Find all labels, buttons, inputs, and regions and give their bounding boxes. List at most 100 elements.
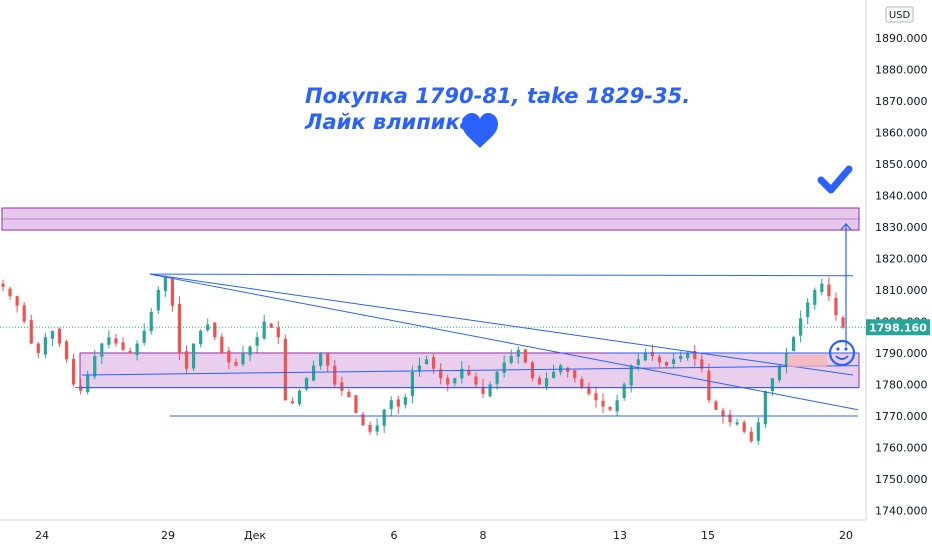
annotation-line-1: Покупка 1790-81, take 1829-35. [305, 84, 690, 108]
candle-body [227, 350, 231, 363]
candle-body [304, 378, 309, 390]
candle-body [149, 312, 153, 332]
y-tick-label: 1840.000 [875, 189, 928, 202]
highlight-box [787, 354, 827, 368]
candle-body [8, 288, 12, 297]
candle-body [735, 422, 739, 425]
candle-body [396, 399, 400, 407]
target-arrow-head [840, 222, 852, 231]
candle-body [573, 370, 577, 379]
candle-body [671, 359, 676, 365]
candle-body [121, 342, 125, 350]
candle-body [368, 424, 372, 432]
candle-body [290, 401, 295, 404]
svg-text:1798.160: 1798.160 [869, 321, 927, 334]
candle-body [389, 400, 393, 409]
candle-body [156, 289, 160, 311]
candle-body [333, 365, 337, 385]
candle-body [297, 390, 302, 405]
y-tick-label: 1820.000 [875, 252, 928, 265]
candle-body [326, 353, 330, 366]
candle-body [86, 375, 90, 393]
candle-body [431, 357, 436, 369]
candle-body [777, 365, 782, 381]
x-tick-label: 13 [613, 529, 627, 542]
candle-body [142, 330, 146, 343]
candle-body [537, 378, 542, 385]
candle-body [502, 362, 506, 373]
candle-body [813, 289, 817, 305]
candle-body [566, 367, 570, 372]
candle-body [64, 341, 69, 360]
candle-body [523, 349, 527, 363]
candle-body [707, 370, 711, 401]
time-axis[interactable]: 24 29 Дек 6 8 13 15 20 [0, 519, 932, 550]
y-tick-label: 1770.000 [875, 410, 928, 423]
smiley-icon [828, 339, 856, 367]
candle-body [594, 393, 598, 401]
candle-body [636, 359, 640, 366]
candle-body [474, 376, 478, 385]
candle-body [79, 386, 83, 391]
candle-body [467, 370, 471, 376]
candle-body [114, 338, 118, 344]
y-tick-label: 1750.000 [875, 473, 928, 486]
candle-body [283, 338, 287, 401]
candle-body [213, 322, 217, 338]
candle-body [714, 401, 718, 410]
candle-body [276, 327, 280, 338]
candle-body [749, 431, 753, 442]
candle-body [191, 343, 196, 369]
x-tick-label: Дек [244, 529, 266, 542]
candle-body [827, 284, 831, 297]
candle-body [763, 390, 767, 425]
candle-body [664, 362, 669, 366]
candle-body [608, 406, 612, 410]
current-price-tag: 1798.160 [866, 319, 930, 336]
candle-body [657, 356, 662, 363]
candle-body [791, 337, 796, 352]
trendlines [75, 273, 859, 417]
candle-body [615, 400, 619, 412]
candle-body [806, 302, 810, 318]
candle-body [721, 410, 725, 416]
plot-area[interactable] [0, 0, 866, 520]
candle-body [135, 343, 139, 356]
candle-body [756, 422, 760, 441]
candle-body [488, 384, 492, 397]
candle-body [446, 378, 450, 385]
trendline [149, 273, 854, 277]
candle-body [382, 409, 386, 426]
x-tick-label: 6 [391, 529, 398, 542]
y-tick-label: 1810.000 [875, 284, 928, 297]
candle-body [361, 414, 365, 426]
candle-body [516, 349, 520, 357]
candle-body [453, 378, 457, 384]
y-tick-label: 1740.000 [875, 505, 928, 518]
candle-body [742, 422, 746, 432]
y-tick-label: 1830.000 [875, 221, 928, 234]
y-tick-label: 1860.000 [875, 126, 928, 139]
candle-body [375, 425, 379, 432]
candle-body [481, 386, 485, 394]
candle-body [22, 305, 26, 322]
price-axis[interactable]: 1740.000 1750.000 1760.000 1770.000 1780.000… [865, 0, 932, 520]
candle-body [269, 323, 273, 328]
candle-body [424, 359, 429, 365]
y-tick-label: 1870.000 [875, 95, 928, 108]
currency-badge[interactable]: USD [885, 6, 914, 23]
candle-body [93, 356, 97, 377]
candle-body [686, 352, 690, 359]
x-tick-label: 24 [35, 529, 49, 542]
candle-body [184, 351, 189, 369]
candle-body [509, 356, 513, 363]
candle-body [495, 371, 499, 384]
candle-body [622, 384, 626, 399]
candle-body [580, 379, 584, 388]
candle-body [551, 371, 556, 378]
candle-body [57, 328, 62, 344]
candle-body [650, 351, 655, 357]
candle-body [693, 350, 697, 360]
candle-body [71, 359, 76, 385]
